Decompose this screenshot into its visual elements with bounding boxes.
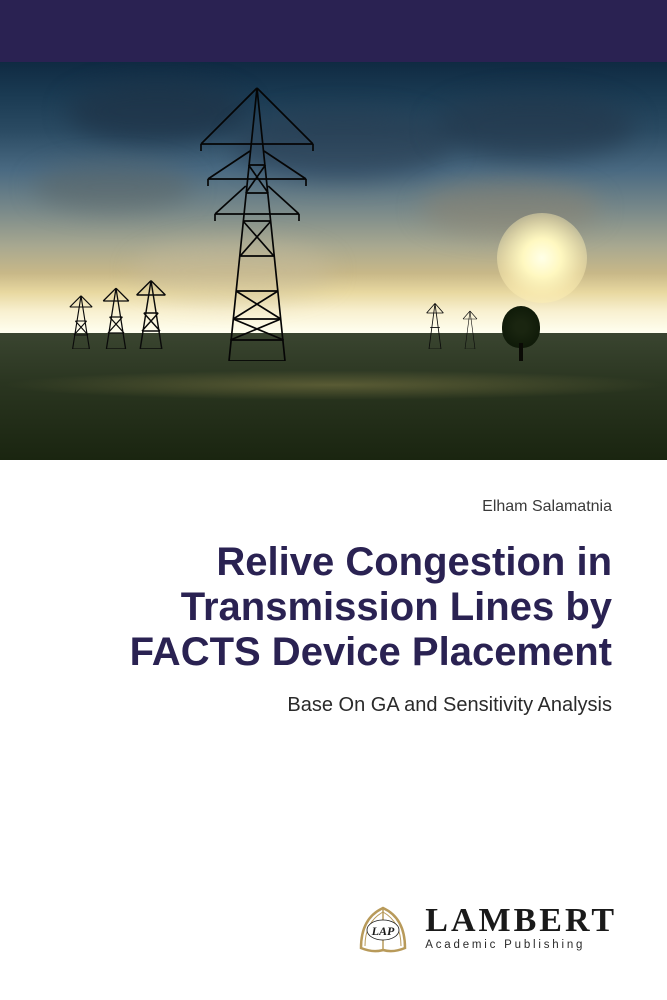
publisher-block: LAP LAMBERT Academic Publishing — [353, 898, 617, 958]
content-area: Elham Salamatnia Relive Congestion in Tr… — [0, 460, 667, 717]
book-title: Relive Congestion in Transmission Lines … — [55, 540, 612, 674]
publisher-logo-text: LAP — [371, 924, 395, 938]
publisher-name: LAMBERT — [425, 904, 617, 938]
publisher-tagline: Academic Publishing — [425, 940, 617, 952]
ground-glow — [0, 370, 667, 400]
transmission-tower-icon — [187, 81, 327, 361]
cloud — [33, 162, 193, 212]
author-name: Elham Salamatnia — [55, 498, 612, 516]
transmission-tower-icon — [100, 285, 132, 349]
sun-glow — [497, 213, 587, 303]
book-subtitle: Base On GA and Sensitivity Analysis — [55, 694, 612, 717]
hero-image — [0, 62, 667, 460]
transmission-tower-icon — [67, 293, 95, 349]
publisher-text: LAMBERT Academic Publishing — [425, 904, 617, 952]
tree-icon — [502, 306, 540, 361]
transmission-tower-icon — [423, 301, 447, 349]
publisher-logo-icon: LAP — [353, 898, 413, 958]
book-cover: Elham Salamatnia Relive Congestion in Tr… — [0, 0, 667, 1000]
transmission-tower-icon — [133, 277, 169, 349]
top-bar — [0, 0, 667, 62]
cloud — [434, 94, 634, 159]
transmission-tower-icon — [460, 309, 480, 349]
